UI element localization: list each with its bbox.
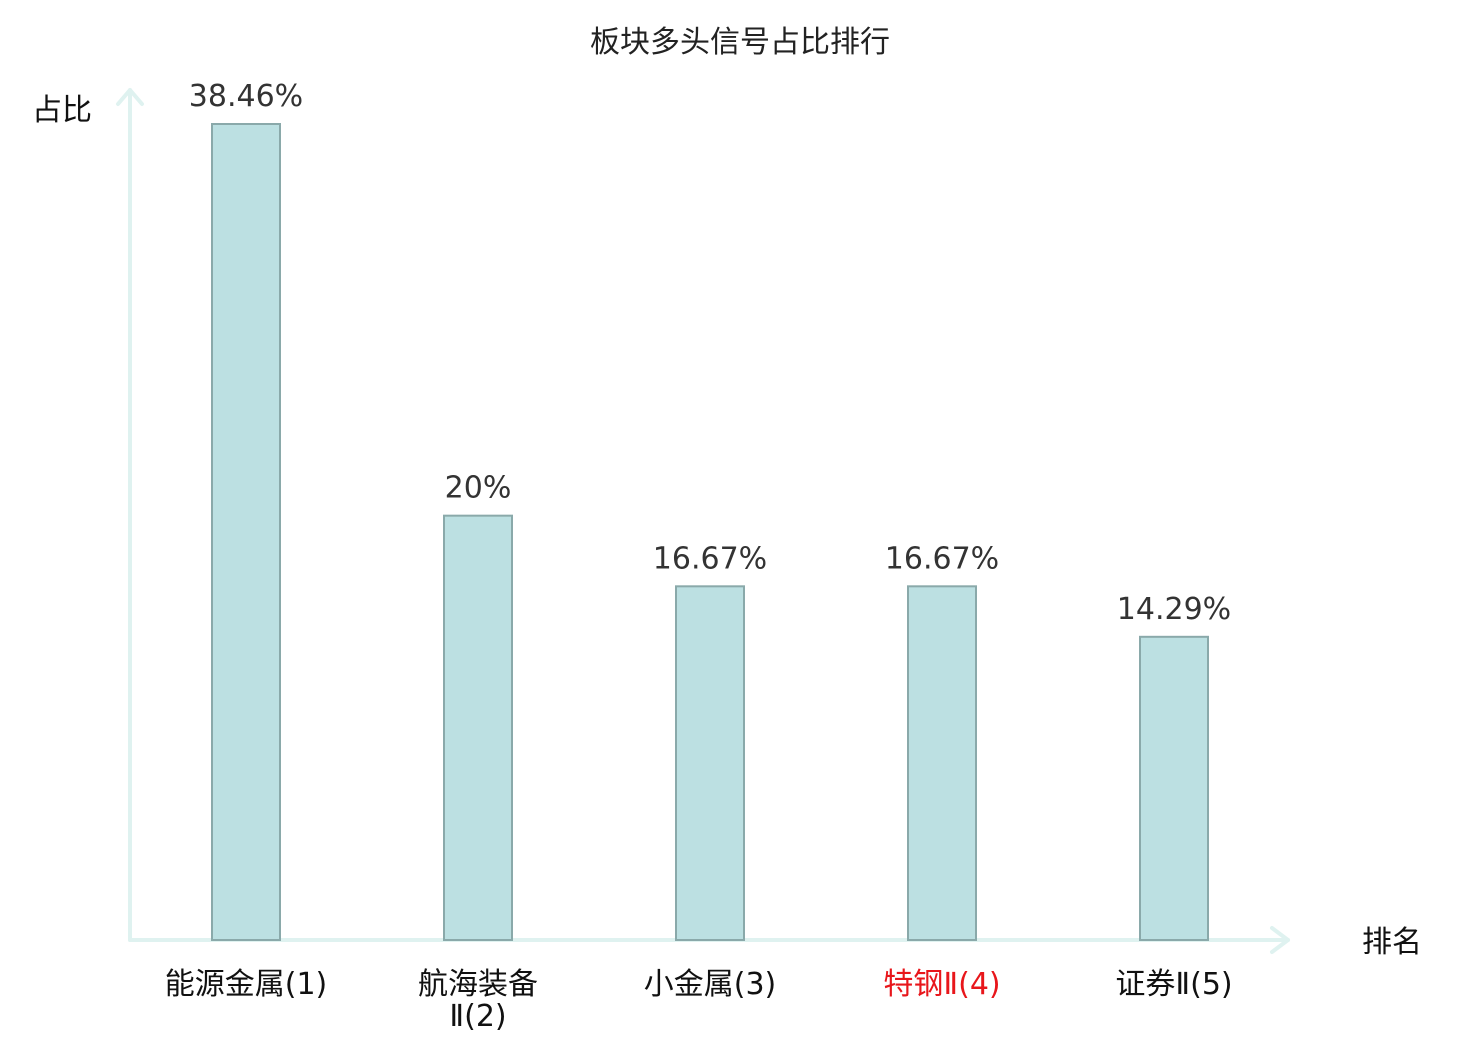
x-tick-label: 小金属(3): [644, 967, 777, 1002]
value-label-group: 38.46% 20% 16.67% 16.67% 14.29%: [189, 79, 1231, 627]
data-label: 38.46%: [189, 79, 303, 114]
data-label: 16.67%: [653, 541, 767, 576]
data-label: 14.29%: [1117, 592, 1231, 627]
chart-title: 板块多头信号占比排行: [590, 25, 890, 60]
data-label: 20%: [445, 471, 512, 506]
x-tick-label: Ⅱ(2): [449, 999, 506, 1034]
bar: [1139, 635, 1209, 941]
y-axis-title: 占比: [32, 93, 92, 128]
x-axis-arrow: [1270, 926, 1290, 954]
y-axis-arrow: [116, 88, 144, 106]
x-axis-title: 排名: [1362, 925, 1422, 960]
bar: [443, 514, 513, 941]
bar: [907, 585, 977, 941]
x-tick-label: 能源金属(1): [165, 967, 328, 1002]
bar: [675, 585, 745, 941]
x-tick-label: 证券Ⅱ(5): [1115, 967, 1232, 1002]
x-tick-label: 航海装备: [418, 967, 538, 1002]
bar: [211, 123, 281, 941]
data-label: 16.67%: [885, 541, 999, 576]
x-tick-label: 特钢Ⅱ(4): [883, 967, 1000, 1002]
bar-group: [211, 123, 1209, 941]
